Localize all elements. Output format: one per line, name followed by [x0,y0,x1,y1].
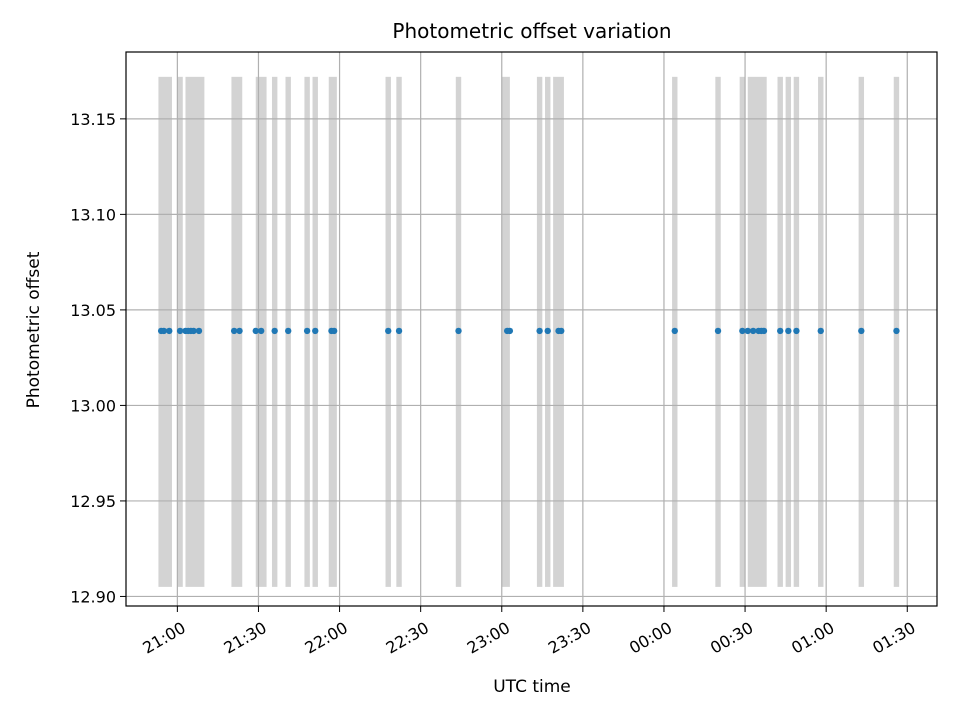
data-point [671,327,678,335]
y-tick-label: 13.15 [70,110,116,129]
data-point [166,327,173,335]
data-point [252,327,259,335]
data-point [760,327,768,335]
data-point [312,327,319,335]
axes-frame [125,51,938,607]
data-point [536,327,543,335]
data-point [236,327,243,335]
data-point [176,327,184,335]
data-point [558,327,565,335]
y-tick-label: 13.10 [70,205,116,224]
y-tick-label: 12.95 [70,492,116,511]
data-point [257,327,265,335]
data-point [506,327,514,335]
data-point [714,327,722,335]
data-point [455,327,462,335]
data-point [195,327,203,335]
data-point [544,327,551,335]
data-point [858,327,865,335]
data-point [160,327,168,335]
data-point [303,327,311,335]
data-point [739,327,746,335]
y-axis-label: Photometric offset [24,251,44,408]
data-point [271,327,278,335]
data-point [817,327,824,335]
data-point [785,327,792,335]
data-point [744,327,751,335]
y-tick-label: 13.00 [70,396,116,415]
data-point [777,327,784,335]
data-point [285,327,292,335]
y-tick-label: 12.90 [70,587,116,606]
x-axis-label: UTC time [493,677,571,697]
data-point [385,327,392,335]
data-point [230,327,238,335]
data-point [893,327,900,335]
data-point [330,327,338,335]
data-point [749,327,757,335]
data-point [190,327,197,335]
y-tick-label: 13.05 [70,301,116,320]
chart-title: Photometric offset variation [392,19,671,43]
data-point [395,327,403,335]
data-point [793,327,800,335]
